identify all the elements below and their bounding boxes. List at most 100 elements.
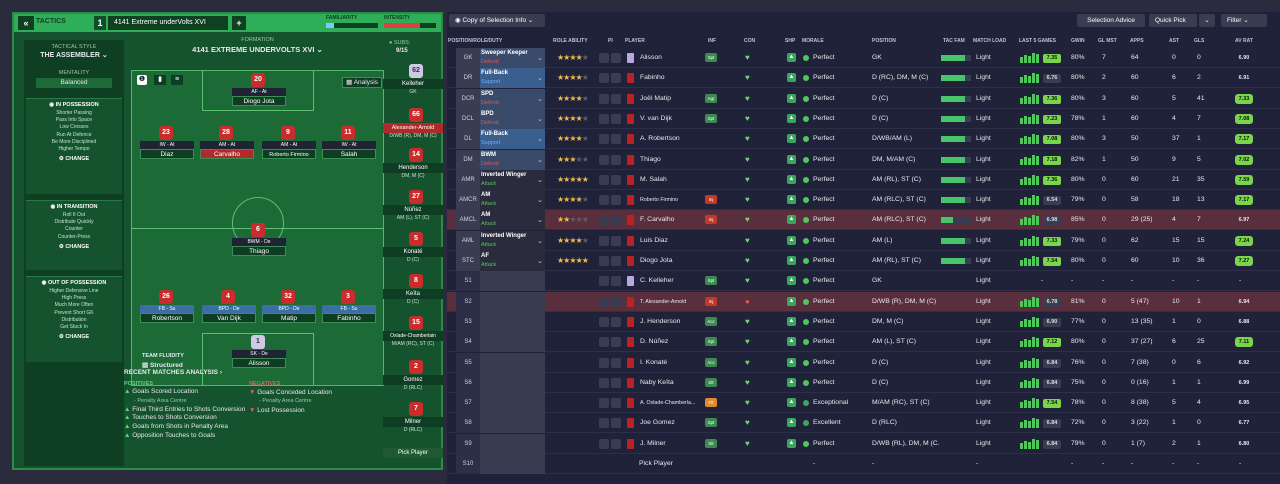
role-duty-cell[interactable]: Full-Back Support bbox=[480, 68, 545, 89]
pick-player-button[interactable]: Pick Player bbox=[639, 460, 673, 467]
row-position-slot[interactable]: DCR bbox=[456, 88, 480, 109]
change-in-transition-button[interactable]: ⚙ CHANGE bbox=[58, 243, 90, 250]
inf-badge[interactable]: Spt bbox=[705, 337, 717, 347]
role-duty-cell[interactable]: AM Attack bbox=[480, 210, 545, 231]
chevron-down-icon[interactable]: ⌄ bbox=[537, 115, 543, 123]
info-icon[interactable]: ❶ bbox=[137, 75, 147, 85]
col-pi[interactable]: PI bbox=[608, 38, 613, 44]
quick-pick-button[interactable]: Quick Pick bbox=[1149, 14, 1197, 27]
col-role-ability[interactable]: ROLE ABILITY bbox=[553, 38, 588, 44]
table-row[interactable]: DM BWM Defend ⌄ ★★★★★ Thiago ♥ ▲ Perfect DM, M/… bbox=[447, 149, 1280, 170]
pi-lock-icon[interactable] bbox=[611, 134, 621, 145]
pi-lock-icon[interactable] bbox=[611, 195, 621, 206]
back-button[interactable]: « bbox=[18, 16, 34, 30]
player-name[interactable]: Roberto Firmino bbox=[640, 197, 678, 204]
pi-icon[interactable] bbox=[599, 438, 609, 449]
pi-lock-icon[interactable] bbox=[611, 357, 621, 368]
bar-chart-icon[interactable]: ▮ bbox=[154, 75, 166, 85]
table-row[interactable]: DCR SPD Defend ⌄ ★★★★★ Joël Matip Agr ♥ ▲ Perfe… bbox=[447, 88, 1280, 109]
list-icon[interactable]: ≡ bbox=[171, 75, 183, 85]
chevron-down-icon[interactable]: ⌄ bbox=[537, 55, 543, 62]
sub-card[interactable]: 7 Milner D (RLC) bbox=[383, 402, 443, 433]
role-duty-cell-empty[interactable] bbox=[480, 413, 545, 434]
pi-lock-icon[interactable] bbox=[611, 215, 621, 226]
table-row[interactable]: S10 Pick Player - - - - - - - - - bbox=[447, 454, 1280, 474]
role-duty-cell-empty[interactable] bbox=[480, 311, 545, 332]
pitch-player-amcl[interactable]: 28 AM - At Carvalho bbox=[200, 126, 254, 159]
inf-badge[interactable]: Spt bbox=[705, 276, 717, 286]
mentality-dropdown[interactable]: Balanced bbox=[36, 78, 112, 88]
role-duty-cell[interactable]: BPD Defend bbox=[480, 108, 545, 129]
pi-icon[interactable] bbox=[599, 276, 609, 287]
inf-badge[interactable]: Acc bbox=[705, 316, 717, 326]
pi-icon[interactable] bbox=[599, 316, 609, 327]
col-shp[interactable]: SHP bbox=[785, 38, 796, 44]
role-duty-cell-empty[interactable] bbox=[480, 454, 545, 474]
row-position-slot[interactable]: GK bbox=[456, 48, 480, 68]
pi-lock-icon[interactable] bbox=[611, 296, 621, 307]
chevron-down-icon[interactable]: ⌄ bbox=[537, 156, 543, 164]
player-name[interactable]: I. Konaté bbox=[640, 358, 668, 366]
pitch-player-dl[interactable]: 26 FB - Su Robertson bbox=[140, 290, 194, 323]
chevron-down-icon[interactable]: ⌄ bbox=[537, 258, 543, 265]
col-gwin[interactable]: GWIN bbox=[1071, 38, 1085, 44]
player-name[interactable]: J. Henderson bbox=[640, 317, 681, 325]
formation-name[interactable]: 4141 EXTREME UNDERVOLTS XVI ⌄ bbox=[192, 45, 323, 54]
col-gls[interactable]: GLS bbox=[1194, 38, 1205, 44]
col-morale[interactable]: MORALE bbox=[802, 38, 824, 44]
row-position-slot[interactable]: DM bbox=[456, 149, 480, 170]
col-tac-fam[interactable]: TAC FAM bbox=[943, 38, 965, 44]
table-row[interactable]: S8 Joe Gomez Spt ♥ ▲ Excellent D (RLC) Light 6.… bbox=[447, 413, 1280, 434]
sub-card[interactable]: 2 Gomez D (RLC) bbox=[383, 360, 443, 391]
pi-lock-icon[interactable] bbox=[611, 418, 621, 429]
role-duty-cell[interactable]: Inverted Winger Attack bbox=[480, 169, 545, 190]
chevron-down-icon[interactable]: ⌄ bbox=[537, 237, 543, 245]
row-position-slot[interactable]: S7 bbox=[456, 393, 480, 414]
pi-lock-icon[interactable] bbox=[611, 256, 621, 266]
pi-icon[interactable] bbox=[599, 134, 609, 145]
pitch-player-dcr[interactable]: 32 BPD - De Matip bbox=[262, 290, 316, 323]
player-name[interactable]: Joe Gomez bbox=[640, 419, 675, 427]
pi-icon[interactable] bbox=[599, 418, 609, 429]
player-name[interactable]: T. Alexander-Arnold bbox=[640, 298, 687, 305]
inf-badge[interactable]: Agr bbox=[705, 93, 717, 103]
pitch-player-amcr[interactable]: 9 AM - At Roberto Firmino bbox=[262, 126, 316, 159]
pi-icon[interactable] bbox=[599, 93, 609, 104]
pi-icon[interactable] bbox=[599, 377, 609, 388]
col-apps[interactable]: APPS bbox=[1130, 38, 1144, 44]
table-row[interactable]: S2 T. Alexander-Arnold Inj ● ▲ Perfect D/WB (R… bbox=[447, 291, 1280, 312]
role-duty-cell[interactable]: AM Attack bbox=[480, 190, 545, 211]
pitch-player-amr[interactable]: 11 IW - At Salah bbox=[322, 126, 376, 159]
row-position-slot[interactable]: S4 bbox=[456, 332, 480, 353]
inf-badge[interactable]: Slt bbox=[705, 377, 717, 387]
role-duty-cell[interactable]: SPD Defend bbox=[480, 88, 545, 109]
sub-card-empty[interactable]: Pick Player bbox=[383, 442, 443, 460]
row-position-slot[interactable]: DL bbox=[456, 129, 480, 150]
table-row[interactable]: S5 I. Konaté Acc ♥ ▲ Perfect D (C) Light 6.84 76… bbox=[447, 352, 1280, 373]
pi-lock-icon[interactable] bbox=[611, 377, 621, 388]
table-row[interactable]: AMCL AM Attack ⌄ ★★★★★ F. Carvalho Inj ♥ ▲ Perf… bbox=[447, 210, 1280, 231]
row-position-slot[interactable]: AMCR bbox=[456, 190, 480, 211]
row-position-slot[interactable]: AMCL bbox=[456, 210, 480, 231]
col-con[interactable]: CON bbox=[744, 38, 756, 44]
role-duty-cell-empty[interactable] bbox=[480, 372, 545, 393]
sub-card[interactable]: 27 Núñez AM (L), ST (C) bbox=[383, 190, 443, 221]
table-row[interactable]: AMCR AM Attack ⌄ ★★★★★ Roberto Firmino Inj ♥ ▲… bbox=[447, 190, 1280, 211]
col-position[interactable]: POSITION bbox=[872, 38, 896, 44]
table-row[interactable]: S6 Naby Keïta Slt ♥ ▲ Perfect D (C) Light 6.84 7… bbox=[447, 372, 1280, 393]
pitch-player-dcl[interactable]: 4 BPD - De Van Dijk bbox=[202, 290, 256, 323]
player-name[interactable]: Joël Matip bbox=[640, 94, 671, 102]
copy-selection-dropdown[interactable]: ◉ Copy of Selection Info ⌄ bbox=[449, 14, 545, 27]
row-position-slot[interactable]: S2 bbox=[456, 291, 480, 312]
quick-pick-chevron-icon[interactable]: ⌄ bbox=[1199, 14, 1215, 27]
role-duty-cell[interactable]: Sweeper Keeper Defend bbox=[480, 48, 545, 68]
row-position-slot[interactable]: STC bbox=[456, 251, 480, 271]
role-duty-cell[interactable]: AF Attack bbox=[480, 251, 545, 271]
row-position-slot[interactable]: S9 bbox=[456, 433, 480, 454]
pi-lock-icon[interactable] bbox=[611, 398, 621, 409]
player-name[interactable]: D. Núñez bbox=[640, 338, 669, 346]
sub-card[interactable]: 66 Alexander-Arnold D/WB (R), DM, M (C) bbox=[383, 108, 443, 139]
inf-badge[interactable]: Spt bbox=[705, 113, 717, 123]
role-duty-cell-empty[interactable] bbox=[480, 332, 545, 353]
selection-advice-button[interactable]: Selection Advice bbox=[1077, 14, 1145, 27]
